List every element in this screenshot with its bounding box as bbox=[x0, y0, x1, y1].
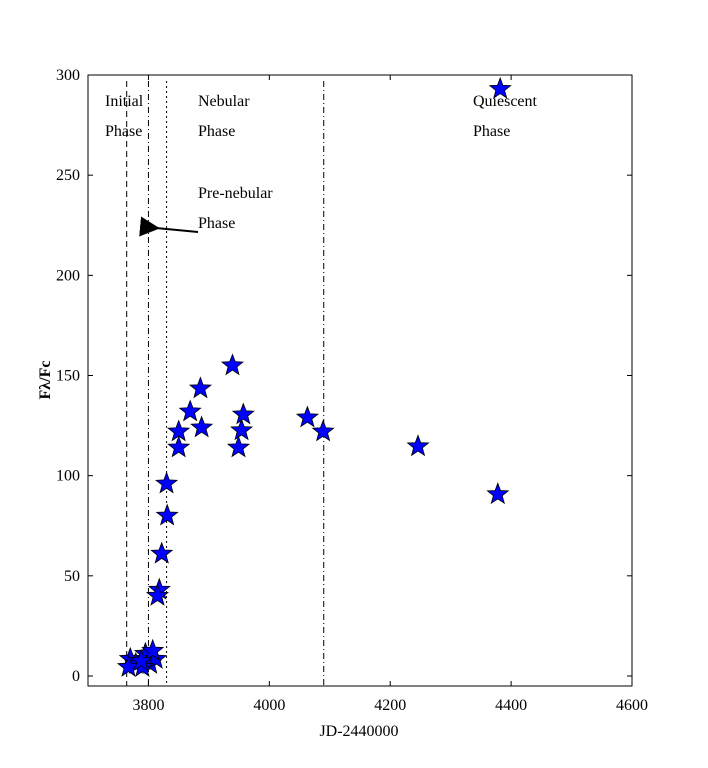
star-point bbox=[311, 419, 335, 442]
star-point bbox=[226, 435, 251, 458]
star-point bbox=[188, 376, 213, 399]
y-axis-label: Fλ/Fc bbox=[37, 361, 54, 400]
star-point bbox=[155, 503, 179, 526]
star-point bbox=[150, 541, 174, 564]
star-point bbox=[486, 482, 510, 505]
annotation: Phase bbox=[473, 123, 510, 140]
y-tick-label: 100 bbox=[56, 468, 80, 485]
x-tick-label: 3800 bbox=[132, 697, 164, 714]
y-tick-label: 150 bbox=[56, 367, 80, 384]
arrow bbox=[139, 216, 199, 237]
x-tick-label: 4000 bbox=[253, 697, 285, 714]
annotation: Phase bbox=[198, 215, 235, 232]
y-tick-label: 300 bbox=[56, 67, 80, 84]
x-tick-label: 4400 bbox=[495, 697, 527, 714]
star-point bbox=[155, 471, 179, 494]
annotation: Pre-nebular bbox=[198, 185, 273, 202]
y-tick-label: 250 bbox=[56, 167, 80, 184]
star-point bbox=[406, 434, 430, 457]
star-point bbox=[141, 638, 165, 661]
annotation: Quiescent bbox=[473, 93, 538, 110]
annotation: Phase bbox=[198, 123, 235, 140]
annotation: Initial bbox=[105, 93, 144, 110]
y-tick-label: 200 bbox=[56, 267, 80, 284]
star-point bbox=[230, 418, 254, 441]
x-tick-label: 4200 bbox=[374, 697, 406, 714]
star-point bbox=[231, 402, 255, 425]
x-tick-label: 4600 bbox=[616, 697, 648, 714]
star-point bbox=[220, 353, 244, 376]
star-point bbox=[167, 435, 191, 458]
x-axis-label: JD-2440000 bbox=[319, 723, 398, 740]
annotation: Nebular bbox=[198, 93, 250, 110]
star-point bbox=[145, 583, 170, 606]
star-point bbox=[488, 76, 512, 99]
star-point bbox=[129, 648, 153, 671]
y-tick-label: 50 bbox=[64, 568, 80, 585]
star-point bbox=[178, 399, 202, 422]
annotation: Phase bbox=[105, 123, 142, 140]
y-tick-label: 0 bbox=[72, 668, 80, 685]
plot-frame bbox=[87, 74, 633, 687]
star-point bbox=[190, 415, 214, 438]
star-point bbox=[295, 405, 319, 428]
